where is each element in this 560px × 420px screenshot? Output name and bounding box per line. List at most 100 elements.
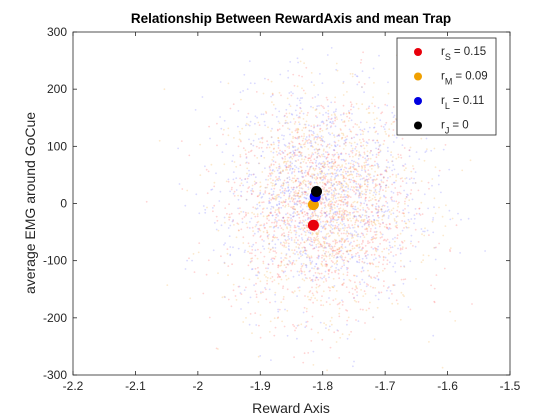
background-point bbox=[316, 239, 318, 241]
background-point bbox=[249, 150, 252, 153]
background-point bbox=[382, 126, 385, 128]
background-point bbox=[266, 215, 269, 217]
background-point bbox=[340, 129, 342, 131]
background-point bbox=[391, 111, 394, 114]
background-point bbox=[269, 169, 272, 171]
background-point bbox=[280, 262, 283, 264]
background-point bbox=[344, 224, 346, 227]
background-point bbox=[302, 262, 305, 265]
background-point bbox=[287, 184, 290, 186]
background-point bbox=[328, 255, 331, 257]
background-point bbox=[365, 309, 368, 312]
background-point bbox=[357, 107, 360, 110]
background-point bbox=[353, 234, 356, 236]
background-point bbox=[334, 172, 336, 175]
background-point bbox=[306, 203, 308, 205]
background-point bbox=[309, 237, 312, 239]
background-point bbox=[331, 265, 333, 268]
background-point bbox=[299, 182, 301, 185]
background-point bbox=[340, 232, 343, 235]
background-point bbox=[410, 218, 413, 220]
background-point bbox=[319, 176, 321, 179]
background-point bbox=[347, 316, 350, 319]
background-point bbox=[306, 173, 309, 176]
background-point bbox=[325, 278, 327, 280]
background-point bbox=[325, 215, 328, 217]
background-point bbox=[280, 234, 283, 237]
background-point bbox=[357, 173, 360, 176]
background-point bbox=[358, 81, 360, 84]
background-point bbox=[287, 127, 289, 130]
background-point bbox=[356, 83, 359, 86]
background-point bbox=[390, 198, 393, 201]
background-point bbox=[199, 143, 202, 146]
background-point bbox=[308, 256, 311, 259]
background-point bbox=[276, 273, 279, 275]
background-point bbox=[361, 129, 364, 132]
background-point bbox=[264, 190, 267, 193]
background-point bbox=[275, 194, 278, 197]
background-point bbox=[438, 242, 440, 245]
background-point bbox=[340, 254, 343, 257]
background-point bbox=[297, 61, 299, 64]
background-point bbox=[335, 269, 337, 272]
background-point bbox=[296, 324, 299, 327]
background-point bbox=[256, 116, 258, 119]
background-point bbox=[306, 165, 309, 168]
background-point bbox=[298, 235, 301, 237]
background-point bbox=[321, 185, 324, 188]
background-point bbox=[295, 231, 298, 234]
background-point bbox=[348, 112, 351, 114]
background-point bbox=[233, 224, 235, 226]
background-point bbox=[333, 183, 335, 186]
background-point bbox=[279, 224, 282, 227]
background-point bbox=[299, 206, 302, 208]
background-point bbox=[395, 176, 398, 178]
background-point bbox=[279, 265, 281, 267]
background-point bbox=[315, 165, 318, 168]
background-point bbox=[277, 144, 280, 147]
background-point bbox=[262, 150, 264, 153]
background-point bbox=[385, 247, 388, 250]
background-point bbox=[298, 289, 301, 292]
background-point bbox=[319, 171, 321, 173]
background-point bbox=[404, 278, 407, 280]
background-point bbox=[328, 153, 330, 156]
background-point bbox=[338, 208, 340, 210]
background-point bbox=[340, 200, 343, 202]
background-point bbox=[366, 219, 369, 222]
background-point bbox=[353, 215, 356, 218]
background-point bbox=[194, 109, 197, 111]
background-point bbox=[310, 154, 313, 157]
background-point bbox=[256, 215, 259, 218]
background-point bbox=[330, 118, 332, 120]
background-point bbox=[305, 325, 308, 327]
background-point bbox=[287, 190, 289, 193]
series-points bbox=[307, 186, 322, 231]
background-point bbox=[344, 213, 346, 215]
background-point bbox=[323, 224, 326, 227]
background-point bbox=[460, 218, 462, 221]
background-point bbox=[352, 170, 355, 173]
background-point bbox=[359, 215, 362, 218]
background-point bbox=[397, 153, 400, 156]
background-point bbox=[298, 121, 300, 123]
background-point bbox=[332, 155, 335, 158]
background-point bbox=[229, 190, 232, 193]
background-point bbox=[392, 265, 395, 268]
background-point bbox=[340, 267, 343, 270]
background-point bbox=[335, 172, 338, 175]
background-point bbox=[269, 211, 271, 214]
background-point bbox=[245, 214, 247, 217]
background-point bbox=[284, 204, 287, 207]
background-point bbox=[310, 81, 313, 83]
background-point bbox=[268, 214, 270, 217]
background-point bbox=[337, 227, 340, 230]
background-point bbox=[320, 263, 323, 265]
background-point bbox=[320, 176, 323, 179]
background-point bbox=[337, 218, 340, 221]
background-point bbox=[331, 228, 334, 231]
background-point bbox=[299, 252, 302, 255]
background-point bbox=[217, 272, 219, 275]
background-point bbox=[319, 221, 322, 223]
